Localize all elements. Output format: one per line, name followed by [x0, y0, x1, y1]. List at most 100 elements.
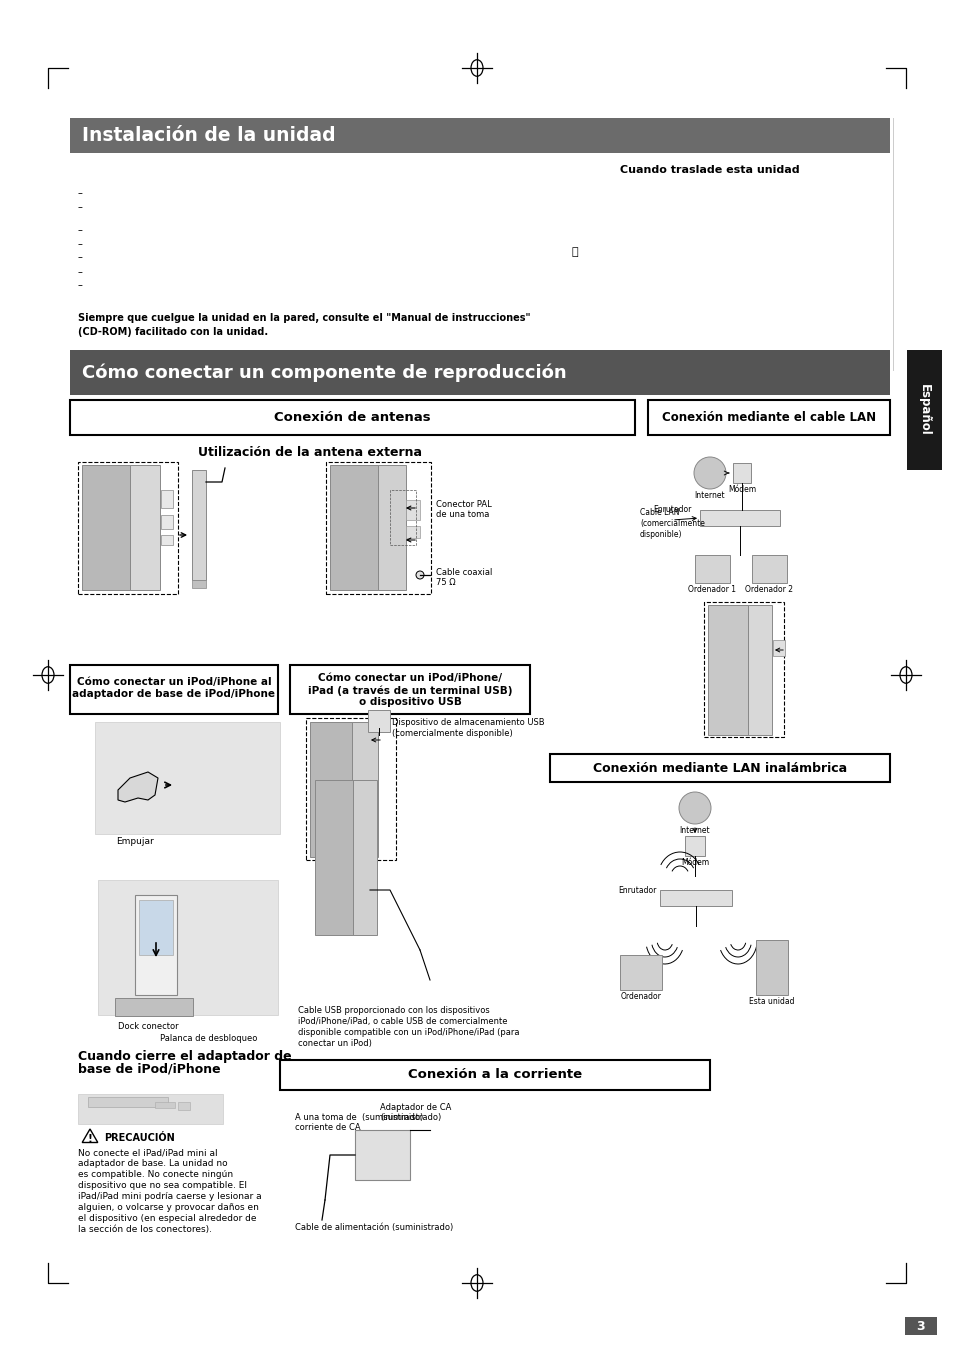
Text: disponible compatible con un iPod/iPhone/iPad (para: disponible compatible con un iPod/iPhone…: [297, 1028, 519, 1038]
Text: Enrutador: Enrutador: [618, 886, 657, 894]
Bar: [377, 465, 406, 590]
Text: Empujar: Empujar: [116, 838, 153, 846]
Text: ⏻: ⏻: [571, 247, 578, 257]
Bar: [355, 1129, 410, 1179]
Text: Siempre que cuelgue la unidad en la pared, consulte el "Manual de instrucciones": Siempre que cuelgue la unidad en la pare…: [78, 313, 530, 323]
Bar: [78, 1094, 223, 1124]
Bar: [70, 350, 889, 394]
Bar: [115, 998, 193, 1016]
Text: es compatible. No conecte ningún: es compatible. No conecte ningún: [78, 1170, 233, 1179]
Bar: [280, 1061, 709, 1090]
Bar: [406, 526, 419, 538]
Text: Ordenador: Ordenador: [619, 992, 660, 1001]
Text: Internet: Internet: [694, 490, 724, 500]
Bar: [659, 890, 731, 907]
Text: Internet: Internet: [679, 825, 710, 835]
Bar: [772, 640, 784, 657]
Text: Cable coaxial
75 Ω: Cable coaxial 75 Ω: [436, 567, 492, 588]
Text: o dispositivo USB: o dispositivo USB: [358, 697, 461, 707]
Text: iPod/iPhone/iPad, o cable USB de comercialmente: iPod/iPhone/iPad, o cable USB de comerci…: [297, 1017, 507, 1025]
Circle shape: [693, 457, 725, 489]
Text: adaptador de base de iPod/iPhone: adaptador de base de iPod/iPhone: [72, 689, 275, 698]
Bar: [732, 463, 750, 484]
Bar: [139, 900, 172, 955]
Text: iPad (a través de un terminal USB): iPad (a través de un terminal USB): [308, 685, 512, 696]
Text: conectar un iPod): conectar un iPod): [297, 1039, 372, 1048]
Text: –: –: [78, 239, 83, 249]
Text: Cable LAN: Cable LAN: [639, 508, 679, 517]
Text: alguien, o volcarse y provocar daños en: alguien, o volcarse y provocar daños en: [78, 1202, 258, 1212]
Text: Dock conector: Dock conector: [118, 1021, 178, 1031]
Text: adaptador de base. La unidad no: adaptador de base. La unidad no: [78, 1159, 228, 1169]
Bar: [88, 1097, 168, 1106]
Bar: [906, 350, 941, 470]
Text: Español: Español: [917, 384, 929, 436]
Text: Cómo conectar un componente de reproducción: Cómo conectar un componente de reproducc…: [82, 363, 566, 382]
Text: –: –: [78, 203, 83, 212]
Text: Cómo conectar un iPod/iPhone/: Cómo conectar un iPod/iPhone/: [317, 673, 501, 684]
Bar: [70, 400, 635, 435]
Text: Cuando cierre el adaptador de: Cuando cierre el adaptador de: [78, 1050, 292, 1063]
Bar: [78, 462, 178, 594]
Text: base de iPod/iPhone: base de iPod/iPhone: [78, 1063, 220, 1075]
Bar: [161, 515, 172, 530]
Bar: [353, 780, 376, 935]
Bar: [98, 880, 277, 1015]
Text: Instalación de la unidad: Instalación de la unidad: [82, 126, 335, 145]
Text: –: –: [78, 253, 83, 262]
Text: Adaptador de CA: Adaptador de CA: [379, 1102, 451, 1112]
Circle shape: [679, 792, 710, 824]
Bar: [130, 465, 160, 590]
Bar: [161, 535, 172, 544]
Text: el dispositivo (en especial alrededor de: el dispositivo (en especial alrededor de: [78, 1215, 256, 1223]
Bar: [684, 836, 704, 857]
Bar: [647, 400, 889, 435]
Text: 3: 3: [916, 1320, 924, 1332]
Bar: [352, 721, 377, 857]
Text: (suministrado): (suministrado): [379, 1113, 441, 1121]
Text: –: –: [78, 267, 83, 277]
Text: Dispositivo de almacenamiento USB: Dispositivo de almacenamiento USB: [392, 717, 544, 727]
Text: Enrutador: Enrutador: [653, 505, 691, 513]
Bar: [368, 711, 390, 732]
Bar: [178, 1102, 190, 1111]
Text: !: !: [88, 1133, 92, 1144]
Bar: [747, 605, 771, 735]
Bar: [70, 118, 889, 153]
Text: disponible): disponible): [639, 530, 681, 539]
Bar: [550, 754, 889, 782]
Bar: [904, 1317, 936, 1335]
Bar: [700, 509, 780, 526]
Text: Cable USB proporcionado con los dispositivos: Cable USB proporcionado con los disposit…: [297, 1006, 489, 1015]
Text: dispositivo que no sea compatible. El: dispositivo que no sea compatible. El: [78, 1181, 247, 1190]
Bar: [707, 605, 747, 735]
Text: –: –: [78, 280, 83, 290]
Text: Esta unidad: Esta unidad: [748, 997, 794, 1006]
Text: Conexión a la corriente: Conexión a la corriente: [408, 1069, 581, 1082]
Text: Conexión de antenas: Conexión de antenas: [274, 411, 430, 424]
Text: Módem: Módem: [727, 485, 756, 494]
Text: Conector PAL
de una toma: Conector PAL de una toma: [436, 500, 491, 519]
Text: Cuando traslade esta unidad: Cuando traslade esta unidad: [619, 165, 799, 176]
Text: Palanca de desbloqueo: Palanca de desbloqueo: [160, 1034, 257, 1043]
Text: (comercialmente disponible): (comercialmente disponible): [392, 730, 512, 738]
Text: (comercialmente: (comercialmente: [639, 519, 704, 528]
Bar: [326, 462, 431, 594]
Text: (CD-ROM) facilitado con la unidad.: (CD-ROM) facilitado con la unidad.: [78, 327, 268, 336]
Bar: [330, 465, 377, 590]
Bar: [695, 555, 729, 584]
Text: Ordenador 1: Ordenador 1: [687, 585, 735, 594]
Text: PRECAUCIÓN: PRECAUCIÓN: [104, 1133, 174, 1143]
Bar: [192, 470, 206, 580]
Text: –: –: [78, 226, 83, 235]
Bar: [290, 665, 530, 713]
Text: Cómo conectar un iPod/iPhone al: Cómo conectar un iPod/iPhone al: [76, 677, 271, 688]
Text: –: –: [78, 188, 83, 199]
Text: Conexión mediante el cable LAN: Conexión mediante el cable LAN: [661, 411, 875, 424]
Text: No conecte el iPad/iPad mini al: No conecte el iPad/iPad mini al: [78, 1148, 217, 1156]
Bar: [161, 490, 172, 508]
Bar: [82, 465, 130, 590]
Bar: [406, 500, 419, 520]
Polygon shape: [118, 771, 158, 802]
Text: Ordenador 2: Ordenador 2: [744, 585, 792, 594]
